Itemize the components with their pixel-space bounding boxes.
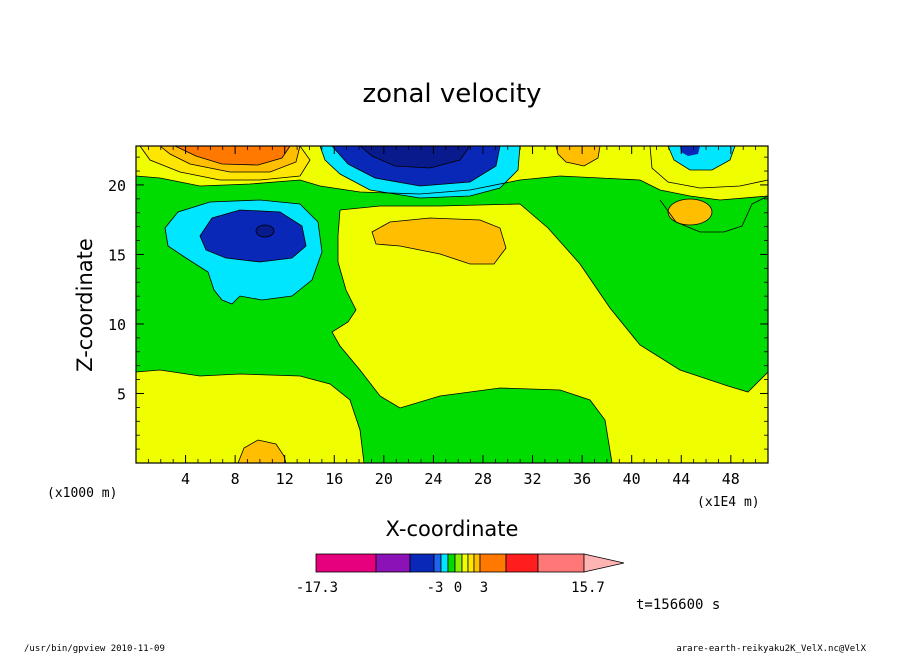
- footer-left: /usr/bin/gpview 2010-11-09: [24, 644, 165, 654]
- colorbar-segment: [537, 553, 585, 573]
- colorbar-segment: [315, 553, 377, 573]
- plot-frame: [135, 145, 769, 464]
- x-tick-label: 20: [375, 470, 393, 488]
- colorbar-label-min: -17.3: [296, 580, 338, 596]
- x-tick-label: 8: [231, 470, 240, 488]
- colorbar-segment: [454, 553, 463, 573]
- y-tick-label: 10: [108, 316, 126, 334]
- colorbar-extend-arrow: [583, 553, 625, 573]
- colorbar-label-zero: 0: [454, 580, 462, 596]
- y-axis-label: Z-coordinate: [73, 238, 97, 372]
- y-tick-label: 20: [108, 177, 126, 195]
- colorbar-segment: [447, 553, 456, 573]
- y-tick-label: 15: [108, 246, 126, 264]
- colorbar-segment: [473, 553, 481, 573]
- x-tick-label: 36: [573, 470, 591, 488]
- colorbar-segment: [375, 553, 411, 573]
- footer-right: arare-earth-reikyaku2K_VelX.nc@VelX: [676, 644, 866, 654]
- y-axis-ticks: 5 10 15 20: [108, 156, 768, 450]
- colorbar-label-neg3: -3: [427, 580, 444, 596]
- x-tick-label: 28: [474, 470, 492, 488]
- x-tick-label: 24: [424, 470, 442, 488]
- contour-region-yellow-center: [332, 204, 768, 463]
- colorbar-segment: [479, 553, 507, 573]
- x-tick-label: 32: [524, 470, 542, 488]
- contour-region-blue-left: [200, 210, 306, 262]
- x-tick-label: 44: [672, 470, 690, 488]
- colorbar-segment: [461, 553, 469, 573]
- time-label: t=156600 s: [636, 597, 720, 613]
- colorbar: [315, 553, 625, 573]
- x-tick-label: 48: [722, 470, 740, 488]
- colorbar-segment: [505, 553, 539, 573]
- colorbar-segment: [440, 553, 449, 573]
- x-tick-label: 16: [325, 470, 343, 488]
- contour-region-yellow-bottomleft: [136, 370, 364, 463]
- y-tick-label: 5: [117, 385, 126, 403]
- colorbar-segment: [409, 553, 435, 573]
- x-axis-ticks: 4 8 12 16 20 24 28 32 36 40 44 48: [147, 146, 757, 488]
- x-tick-label: 12: [276, 470, 294, 488]
- colorbar-segment: [433, 553, 442, 573]
- colorbar-label-pos3: 3: [480, 580, 488, 596]
- x-axis-label: X-coordinate: [386, 517, 519, 541]
- colorbar-label-max: 15.7: [571, 580, 605, 596]
- chart-title: zonal velocity: [362, 79, 541, 109]
- x-unit-label: (x1E4 m): [697, 495, 760, 510]
- contour-region-orange-center: [372, 218, 506, 264]
- x-tick-label: 40: [623, 470, 641, 488]
- z-unit-label: (x1000 m): [47, 486, 117, 501]
- contour-field: [136, 146, 768, 463]
- x-tick-label: 4: [181, 470, 190, 488]
- colorbar-segment: [467, 553, 475, 573]
